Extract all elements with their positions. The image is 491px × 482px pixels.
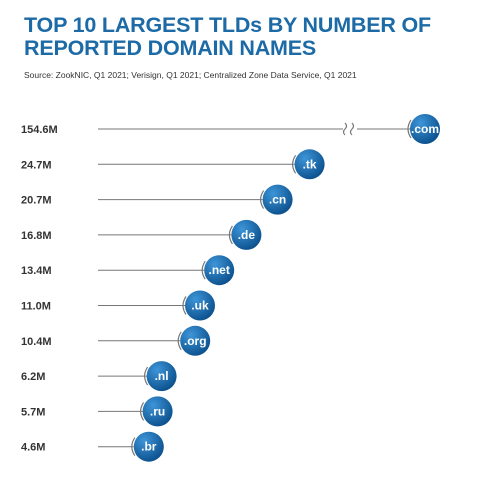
bubble-shadow-mark: [260, 190, 265, 209]
tld-label: .org: [184, 334, 207, 348]
tld-bubble: [180, 325, 211, 356]
value-label: 4.6M: [21, 442, 45, 454]
bubble-shadow-mark: [182, 296, 187, 315]
chart-source: Source: ZookNIC, Q1 2021; Verisign, Q1 2…: [24, 70, 357, 80]
tld-bubble: [146, 361, 177, 392]
bubble-shadow-mark: [407, 119, 412, 139]
bubble-shadow-mark: [177, 331, 182, 351]
value-label: 16.8M: [21, 230, 52, 242]
bubble-shadow-mark: [228, 225, 233, 245]
tld-label: .com: [411, 122, 439, 136]
tld-label: .de: [238, 228, 256, 242]
tld-label: .cn: [269, 193, 286, 207]
tld-label: .net: [209, 263, 230, 277]
tld-bubble: [410, 114, 440, 144]
chart-title: TOP 10 LARGEST TLDs BY NUMBER OF REPORTE…: [24, 13, 431, 60]
value-label: 5.7M: [21, 406, 45, 418]
value-label: 13.4M: [21, 265, 52, 277]
bubble-shadow-mark: [201, 260, 206, 280]
tld-bubble: [231, 219, 262, 250]
bubble-shadow-mark: [292, 154, 297, 174]
axis-break-mark: [349, 122, 355, 136]
tld-bubble: [142, 396, 173, 427]
tld-label: .ru: [150, 404, 165, 418]
value-label: 24.7M: [21, 159, 52, 171]
tld-bubble: [133, 431, 164, 462]
bubble-shadow-mark: [144, 366, 149, 386]
tld-label: .tk: [303, 157, 317, 171]
axis-break-mark: [342, 122, 348, 136]
tld-label: .uk: [191, 299, 209, 313]
tld-label: .br: [141, 440, 157, 454]
value-label: 154.6M: [21, 124, 58, 136]
tld-bubble: [262, 184, 293, 215]
value-label: 20.7M: [21, 195, 52, 207]
value-label: 6.2M: [21, 371, 45, 383]
value-label: 11.0M: [21, 301, 51, 313]
tld-bubble: [294, 149, 325, 180]
bubble-shadow-mark: [131, 437, 136, 457]
value-label: 10.4M: [21, 336, 52, 348]
tld-bubble: [185, 290, 215, 321]
bubble-shadow-mark: [140, 402, 145, 421]
tld-bubble: [204, 255, 235, 286]
tld-label: .nl: [155, 369, 169, 383]
